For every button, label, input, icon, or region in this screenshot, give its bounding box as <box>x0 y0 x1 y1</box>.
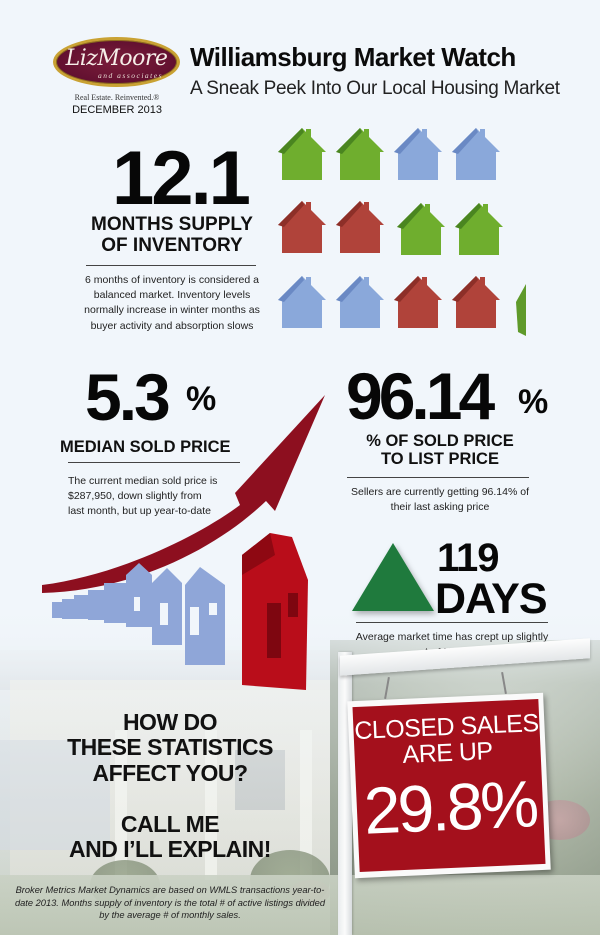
divider <box>86 265 256 266</box>
logo-subtitle: and associates <box>98 71 163 80</box>
inventory-label-line2: OF INVENTORY <box>101 235 243 257</box>
sold-to-list-label-line1: % OF SOLD PRICE <box>366 432 514 450</box>
market-time-value: 119 <box>437 536 500 580</box>
rising-arrow-houses-illustration <box>42 395 325 690</box>
cta-call-me: CALL ME AND I’LL EXPLAIN! <box>40 811 300 863</box>
cta-line: THESE STATISTICS <box>67 734 273 761</box>
inventory-description: 6 months of inventory is considered a ba… <box>84 274 260 332</box>
median-price-value: 5.3 <box>85 360 171 434</box>
inventory-value: 12.1 <box>112 136 251 221</box>
cta-line: CALL ME <box>120 811 220 837</box>
page-subtitle: A Sneak Peek Into Our Local Housing Mark… <box>190 78 560 99</box>
inventory-label: MONTHS SUPPLY OF INVENTORY <box>82 214 262 257</box>
sold-to-list-description: Sellers are currently getting 96.14% of … <box>350 486 529 514</box>
sold-to-list-unit: % <box>518 383 549 421</box>
logo-name: LizMoore <box>65 46 168 71</box>
median-price-label: MEDIAN SOLD PRICE <box>60 438 231 456</box>
cta-question: HOW DO THESE STATISTICS AFFECT YOU? <box>40 709 300 786</box>
closed-sales-sign: CLOSED SALES ARE UP 29.8% <box>347 692 551 879</box>
sign-post <box>338 652 352 935</box>
median-price-description: The current median sold price is $287,95… <box>68 475 218 518</box>
sold-to-list-value: 96.14 <box>346 359 495 433</box>
cta-line: AND I’LL EXPLAIN! <box>69 836 271 863</box>
report-month: DECEMBER 2013 <box>72 104 162 116</box>
tagline: Real Estate. Reinvented.® <box>74 93 160 102</box>
closed-sales-value: 29.8% <box>362 766 538 848</box>
divider <box>356 622 548 623</box>
up-triangle-icon <box>352 543 434 611</box>
divider <box>68 462 240 463</box>
footnote: Broker Metrics Market Dynamics are based… <box>14 885 326 921</box>
divider <box>347 477 529 478</box>
market-time-unit: DAYS <box>435 575 548 623</box>
median-price-unit: % <box>186 380 217 418</box>
sold-to-list-label-line2: TO LIST PRICE <box>381 450 499 469</box>
houses-grid-icon <box>278 128 526 336</box>
page-title: Williamsburg Market Watch <box>190 42 516 72</box>
company-logo: LizMoore and associates <box>53 37 180 87</box>
cta-line: AFFECT YOU? <box>92 759 248 786</box>
inventory-label-line1: MONTHS SUPPLY <box>91 214 253 235</box>
sold-to-list-label: % OF SOLD PRICE TO LIST PRICE <box>345 432 535 469</box>
cta-line: HOW DO <box>122 709 218 735</box>
